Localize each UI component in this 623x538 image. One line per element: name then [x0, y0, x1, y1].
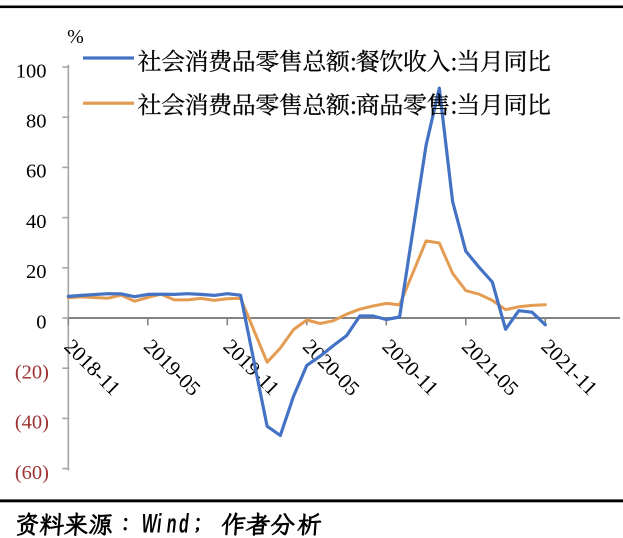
svg-text:(20): (20)	[15, 362, 49, 384]
svg-text:(60): (60)	[15, 462, 49, 484]
svg-text:d: d	[179, 508, 189, 538]
svg-text:60: 60	[26, 161, 47, 183]
svg-text:0: 0	[36, 311, 46, 333]
svg-text:20: 20	[26, 261, 47, 283]
svg-text:n: n	[167, 508, 177, 538]
svg-text:80: 80	[26, 111, 47, 133]
svg-text:100: 100	[16, 60, 47, 82]
svg-text:40: 40	[26, 211, 47, 233]
svg-text:W: W	[142, 508, 159, 538]
svg-text:%: %	[67, 26, 84, 48]
svg-text:i: i	[157, 508, 162, 538]
svg-text:(40): (40)	[15, 412, 49, 434]
